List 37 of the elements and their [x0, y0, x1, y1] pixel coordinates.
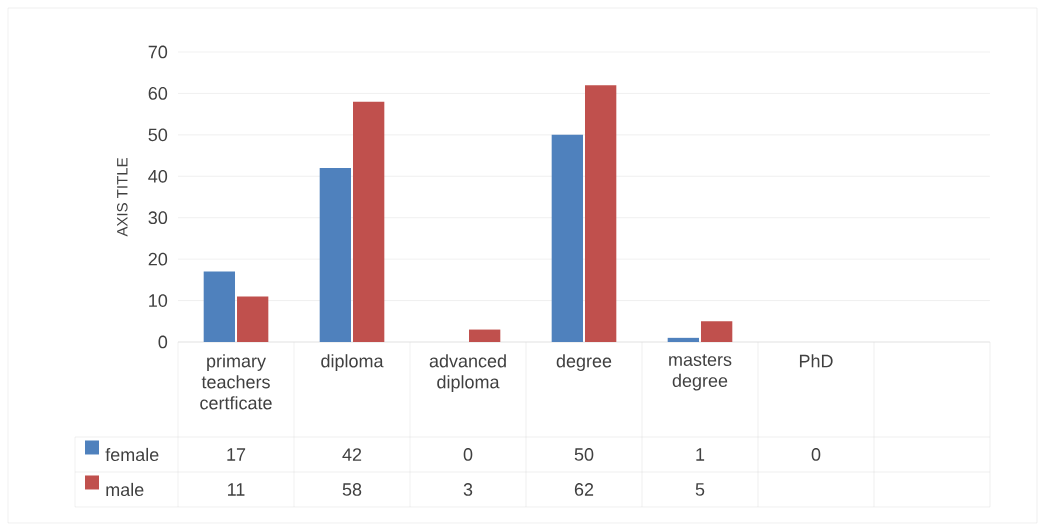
- x-tick-label: primary teachers certficate: [200, 354, 272, 410]
- x-tick-label: masters degree: [669, 354, 732, 391]
- y-tick-label: 70: [148, 45, 168, 59]
- y-tick-label: 10: [149, 294, 168, 307]
- data-label: 3: [463, 483, 473, 496]
- x-tick-label: advanced diploma: [429, 354, 506, 392]
- y-axis-title: AXIS TITLE: [116, 158, 128, 237]
- bar: [353, 101, 385, 342]
- data-label: 11: [228, 483, 245, 496]
- legend-label: female: [105, 447, 159, 462]
- legend-label: male: [106, 482, 144, 497]
- bar: [585, 85, 617, 342]
- y-tick-label: 30: [148, 211, 168, 225]
- data-label: 42: [342, 448, 362, 461]
- data-label: 0: [811, 448, 821, 461]
- bar: [469, 329, 501, 342]
- data-label: 5: [695, 483, 705, 496]
- bar: [667, 337, 699, 342]
- y-tick-label: 60: [148, 87, 168, 100]
- data-label: 17: [227, 448, 246, 461]
- x-tick-label: PhD: [799, 354, 833, 368]
- y-tick-label: 40: [148, 169, 168, 183]
- data-label: 1: [696, 448, 705, 461]
- y-tick-label: 50: [148, 128, 168, 142]
- x-tick-label: degree: [556, 354, 612, 371]
- data-label: 62: [574, 483, 594, 496]
- data-label: 50: [574, 448, 594, 461]
- data-label: 58: [342, 483, 362, 496]
- y-tick-label: 20: [148, 252, 168, 266]
- x-tick-label: diploma: [321, 354, 384, 371]
- bar: [319, 168, 352, 342]
- bar: [237, 296, 269, 342]
- bar: [700, 321, 733, 342]
- y-tick-label: 0: [158, 335, 168, 349]
- bar: [203, 271, 236, 342]
- bar: [551, 134, 583, 342]
- data-label: 0: [463, 448, 473, 461]
